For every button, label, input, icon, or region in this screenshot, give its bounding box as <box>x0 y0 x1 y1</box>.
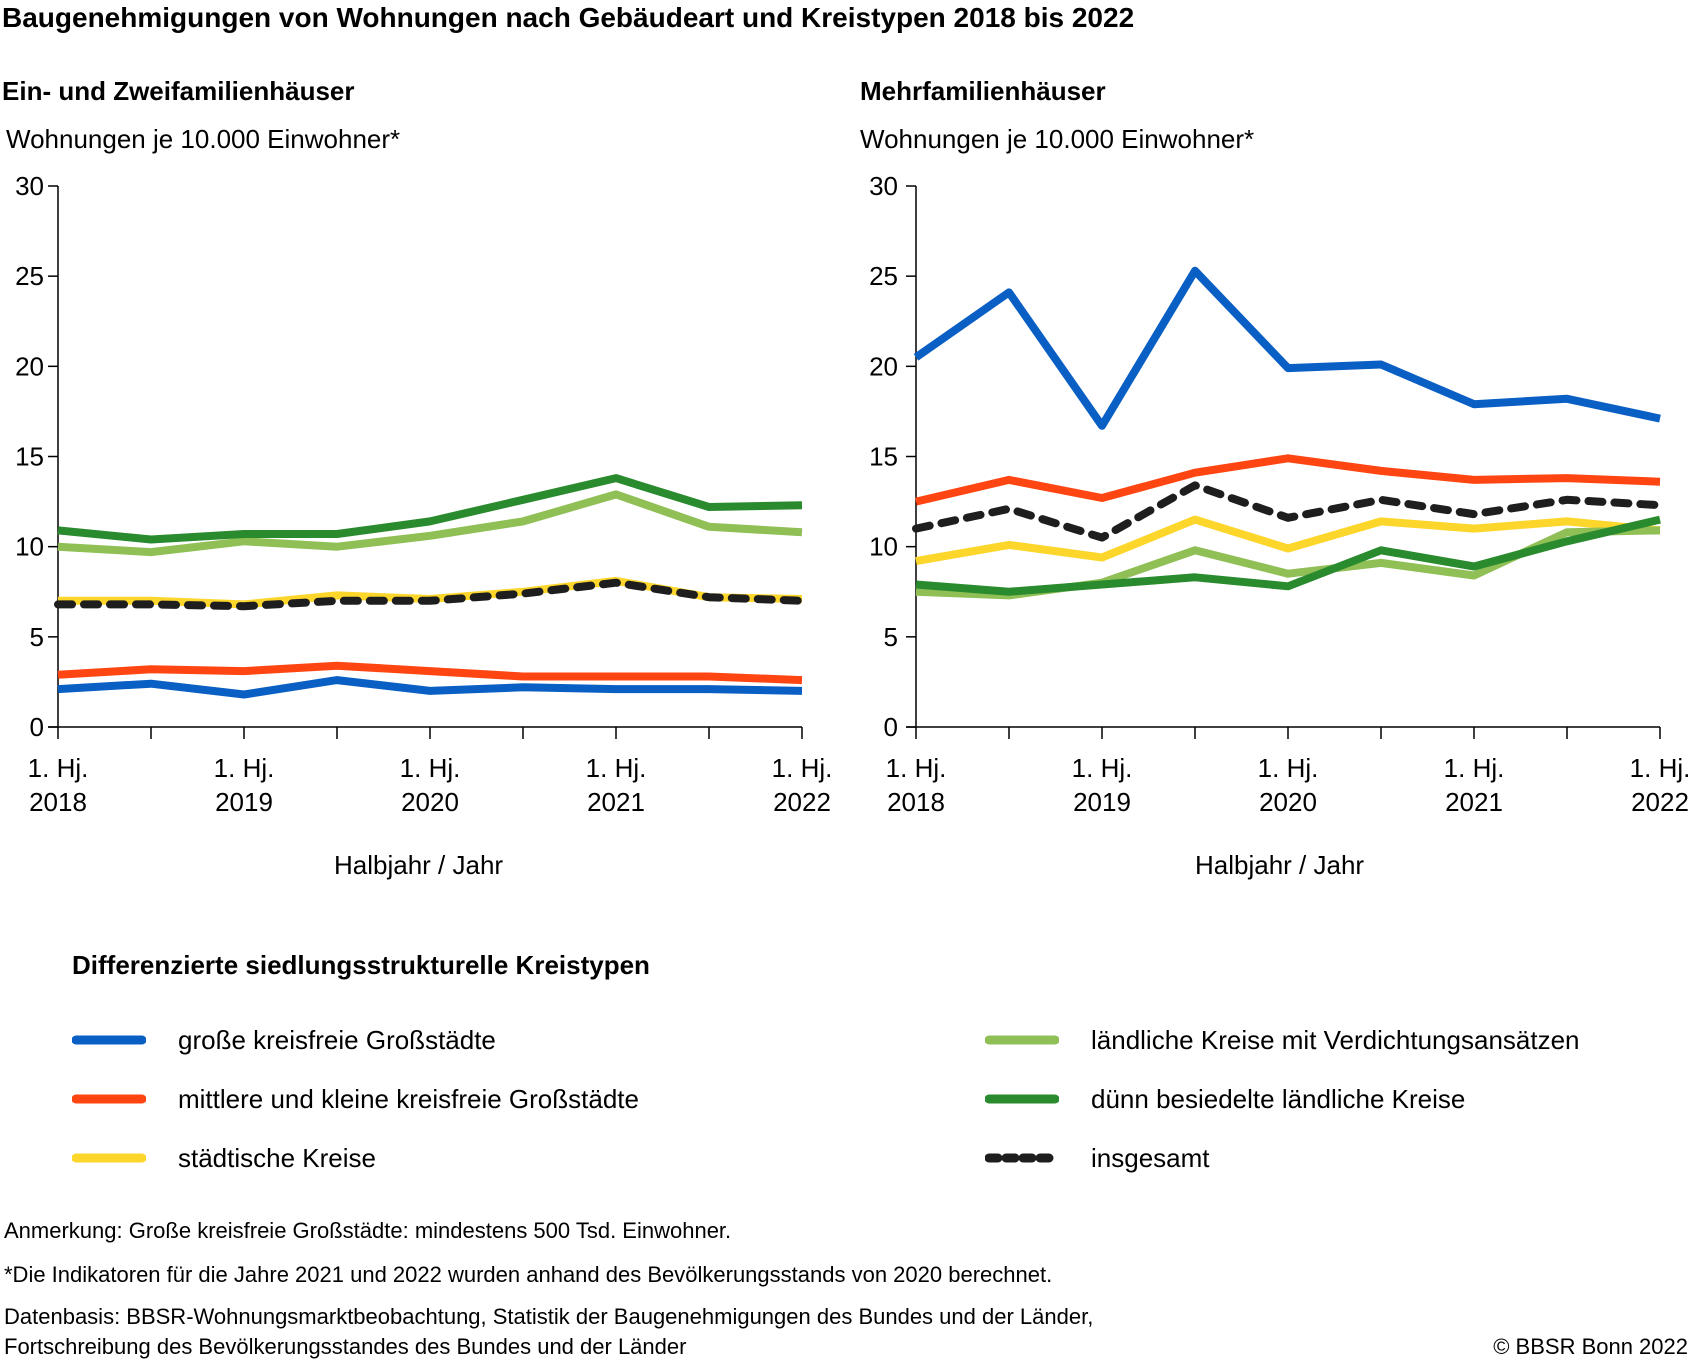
y-tick-label: 0 <box>884 712 898 742</box>
y-tick-label: 0 <box>30 712 44 742</box>
x-tick-label: 1. Hj. <box>1258 753 1319 783</box>
x-tick-label: 2019 <box>215 787 273 817</box>
y-axis-label-left: Wohnungen je 10.000 Einwohner* <box>6 124 401 154</box>
chart-title-right: Mehrfamilienhäuser <box>860 76 1106 106</box>
legend-item-duenn_besiedelt: dünn besiedelte ländliche Kreise <box>985 1084 1465 1114</box>
x-tick-label: 1. Hj. <box>214 753 275 783</box>
legend-label: große kreisfreie Großstädte <box>178 1024 496 1055</box>
figure-title: Baugenehmigungen von Wohnungen nach Gebä… <box>2 2 1135 33</box>
x-tick-label: 2022 <box>773 787 831 817</box>
line-chart-ein-zweifamilienhaeuser: 0 5 10 15 20 25 30 1. Hj. 2018 1. Hj. 2019 1. Hj. 20… <box>15 171 833 817</box>
y-tick-label: 5 <box>884 622 898 652</box>
legend-label: dünn besiedelte ländliche Kreise <box>1091 1083 1466 1114</box>
legend-swatch-duenn_besiedelt <box>985 1094 1059 1104</box>
legend-swatch-insgesamt <box>985 1153 1059 1163</box>
x-tick-label: 2019 <box>1073 787 1131 817</box>
x-tick-label: 2022 <box>1631 787 1689 817</box>
x-tick-label: 2021 <box>587 787 645 817</box>
x-axis-label-left: Halbjahr / Jahr <box>334 850 504 880</box>
note-indikatoren: *Die Indikatoren für die Jahre 2021 und … <box>4 1262 1053 1287</box>
line-chart-mehrfamilienhaeuser: 0 5 10 15 20 25 30 1. Hj. 2018 1. Hj. 2019 1. Hj. 20… <box>869 171 1691 817</box>
legend-label: ländliche Kreise mit Verdichtungsansätze… <box>1091 1024 1580 1055</box>
note-datenbasis-1: Datenbasis: BBSR-Wohnungsmarktbeobachtun… <box>4 1304 1094 1329</box>
x-tick-label: 1. Hj. <box>1630 753 1691 783</box>
series-line-insgesamt <box>912 481 1664 542</box>
y-tick-label: 15 <box>15 442 44 472</box>
y-tick-label: 15 <box>869 442 898 472</box>
y-axis-label-right: Wohnungen je 10.000 Einwohner* <box>860 124 1255 154</box>
y-tick-label: 10 <box>15 532 44 562</box>
legend-swatch-staedtische <box>72 1153 146 1163</box>
y-tick-label: 20 <box>869 351 898 381</box>
y-tick-label: 5 <box>30 622 44 652</box>
y-tick-label: 30 <box>869 171 898 201</box>
x-tick-label: 2018 <box>887 787 945 817</box>
y-tick-label: 30 <box>15 171 44 201</box>
note-datenbasis-2: Fortschreibung des Bevölkerungsstandes d… <box>4 1334 687 1359</box>
y-tick-label: 20 <box>15 351 44 381</box>
legend-item-insgesamt: insgesamt <box>985 1143 1210 1173</box>
x-tick-label: 1. Hj. <box>886 753 947 783</box>
series-line-grosse_kreisfreie <box>913 266 1661 430</box>
x-tick-label: 1. Hj. <box>400 753 461 783</box>
legend-label: insgesamt <box>1091 1142 1210 1173</box>
legend-label: städtische Kreise <box>178 1142 376 1173</box>
note-anmerkung: Anmerkung: Große kreisfreie Großstädte: … <box>4 1218 732 1243</box>
legend-swatch-laendliche_verdichtung <box>985 1035 1059 1045</box>
x-tick-label: 1. Hj. <box>1072 753 1133 783</box>
legend-item-grosse_kreisfreie: große kreisfreie Großstädte <box>72 1025 496 1055</box>
y-tick-label: 25 <box>15 261 44 291</box>
x-tick-label: 1. Hj. <box>772 753 833 783</box>
legend-swatch-mittlere_kleine <box>72 1094 146 1104</box>
legend-item-staedtische: städtische Kreise <box>72 1143 376 1173</box>
y-tick-label: 25 <box>869 261 898 291</box>
legend-swatch-grosse_kreisfreie <box>72 1035 146 1045</box>
legend-label: mittlere und kleine kreisfreie Großstädt… <box>178 1083 639 1114</box>
series-line-mittlere_kleine <box>915 454 1661 506</box>
copyright: © BBSR Bonn 2022 <box>1493 1334 1688 1359</box>
chart-title-left: Ein- und Zweifamilienhäuser <box>2 76 355 106</box>
x-tick-label: 2020 <box>401 787 459 817</box>
legend-item-laendliche_verdichtung: ländliche Kreise mit Verdichtungsansätze… <box>985 1025 1580 1055</box>
y-tick-label: 10 <box>869 532 898 562</box>
x-tick-label: 1. Hj. <box>28 753 89 783</box>
x-tick-label: 2018 <box>29 787 87 817</box>
x-tick-label: 2021 <box>1445 787 1503 817</box>
legend-item-mittlere_kleine: mittlere und kleine kreisfreie Großstädt… <box>72 1084 639 1114</box>
x-tick-label: 2020 <box>1259 787 1317 817</box>
x-axis-label-right: Halbjahr / Jahr <box>1195 850 1365 880</box>
series-line-duenn_besiedelt <box>915 515 1661 596</box>
x-tick-label: 1. Hj. <box>1444 753 1505 783</box>
x-tick-label: 1. Hj. <box>586 753 647 783</box>
legend-title: Differenzierte siedlungsstrukturelle Kre… <box>72 950 650 980</box>
